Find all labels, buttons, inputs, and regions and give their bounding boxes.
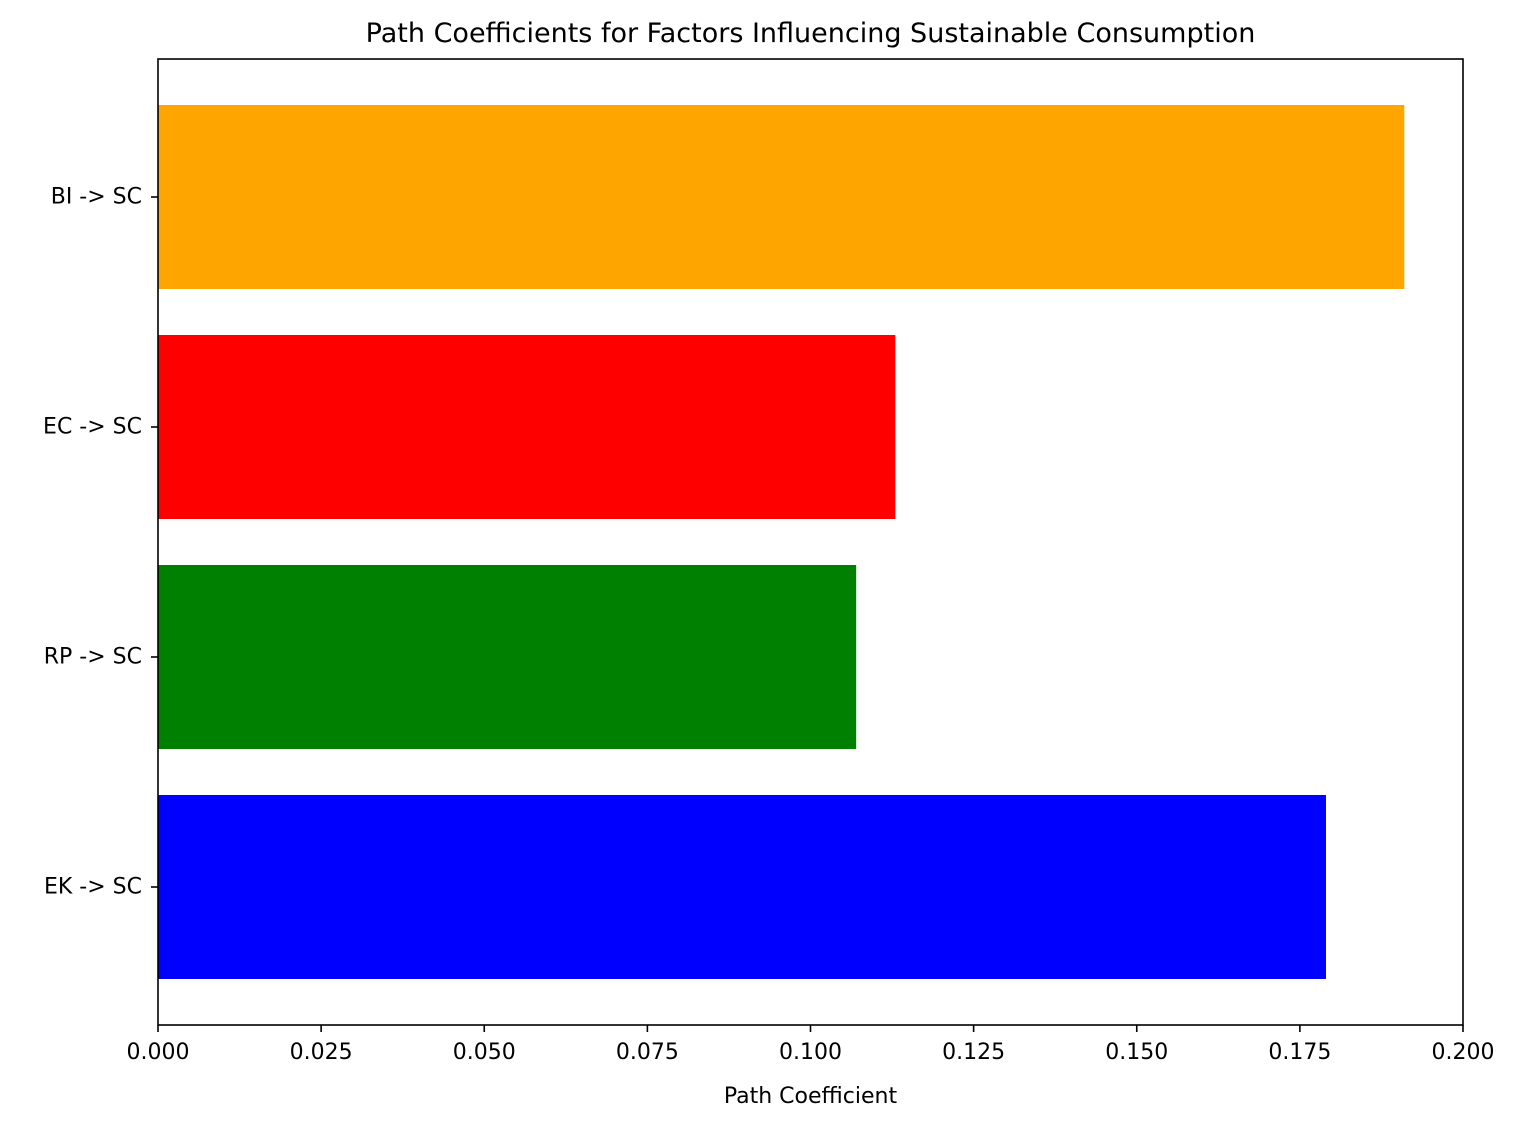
y-tick-label: EC -> SC	[43, 415, 142, 440]
x-tick-label: 0.100	[779, 1040, 842, 1065]
chart-title: Path Coefficients for Factors Influencin…	[366, 18, 1256, 49]
x-axis-label: Path Coefficient	[724, 1084, 898, 1109]
y-tick-label: RP -> SC	[44, 645, 142, 670]
y-axis-ticks: EK -> SC RP -> SC EC -> SC BI -> SC	[43, 185, 158, 900]
x-tick-label: 0.075	[616, 1040, 679, 1065]
x-tick-label: 0.000	[127, 1040, 190, 1065]
x-tick-label: 0.175	[1268, 1040, 1331, 1065]
plot-frame	[157, 58, 1464, 1026]
bar-ec-sc	[158, 335, 896, 519]
x-tick-label: 0.200	[1432, 1040, 1495, 1065]
x-tick-label: 0.050	[453, 1040, 516, 1065]
x-tick-label: 0.025	[290, 1040, 353, 1065]
bar-ek-sc	[158, 795, 1326, 979]
y-tick-label: EK -> SC	[44, 875, 142, 900]
bars-layer	[158, 105, 1405, 979]
bar-rp-sc	[158, 565, 857, 749]
bar-bi-sc	[158, 105, 1405, 289]
x-tick-label: 0.125	[942, 1040, 1005, 1065]
x-tick-label: 0.150	[1105, 1040, 1168, 1065]
x-axis-ticks: 0.000 0.025 0.050 0.075 0.100 0.125 0.150 0.175…	[127, 1025, 1495, 1065]
y-tick-label: BI -> SC	[51, 185, 142, 210]
